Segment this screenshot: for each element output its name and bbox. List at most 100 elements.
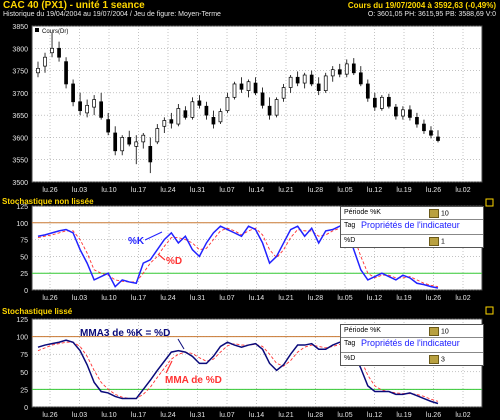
candle-body [197,100,202,106]
x-tick-label: lu.02 [455,295,470,302]
x-tick-label: lu.12 [367,187,382,194]
spin-icon[interactable] [429,237,439,246]
stoch-raw-panel: Stochastique non lissée 125 100 75 50 25 0 lu.… [0,196,500,302]
candle-body [309,74,314,85]
candle-body [85,104,89,114]
indicator-properties-1[interactable]: Période %K 10 Tag Propriétés de l'indica… [340,206,484,248]
y-tick-label: 3800 [12,46,28,53]
x-tick-label: lu.14 [249,295,264,302]
x-tick-label: lu.26 [42,412,57,419]
y-tick-label: 50 [20,370,28,377]
y-tick-label: 3600 [12,135,28,142]
candle-body [295,76,300,84]
prop-key-tag: Tag [344,340,356,347]
candle-body [337,69,342,75]
candle-body [436,136,440,141]
candle-body [190,101,195,118]
prop-row-period[interactable]: Période %K 10 [341,207,483,220]
x-tick-label: lu.19 [396,412,411,419]
x-tick-label: lu.26 [426,295,441,302]
spin-icon[interactable] [429,327,439,336]
candle-body [204,105,209,116]
k-line [37,339,439,405]
candle-body [148,145,153,163]
y-tick-label: 3850 [12,24,28,31]
prop-row-d[interactable]: %D 1 [341,235,483,247]
candle-body [99,101,104,118]
ohlc-readout: O: 3601,05 PH: 3615,95 PB: 3588,69 V:0 [367,11,496,18]
candle-body [78,101,82,112]
prop-row-period[interactable]: Période %K 10 [341,325,483,338]
indicator-properties-2[interactable]: Période %K 10 Tag Propriétés de l'indica… [340,324,484,366]
x-tick-label: lu.10 [101,412,116,419]
x-tick-label: lu.28 [308,295,323,302]
x-tick-label: lu.31 [190,412,205,419]
y-tick-label: 125 [16,317,28,324]
candle-body [323,75,328,91]
x-tick-label: lu.03 [72,295,87,302]
y-tick-label: 3650 [12,113,28,120]
candle-body [50,47,54,54]
k-label-pointer [144,231,163,241]
candle-body [218,111,223,123]
x-tick-label: lu.31 [190,295,205,302]
x-tick-label: lu.21 [278,187,293,194]
spin-icon[interactable] [429,355,439,364]
candle-body [401,109,405,117]
d-label-pointer [157,253,166,261]
candle-body [36,67,40,74]
x-tick-label: lu.14 [249,187,264,194]
candle-body [232,83,237,98]
x-tick-label: lu.19 [396,295,411,302]
prop-key-d: %D [344,355,356,362]
prop-key-period: Période %K [344,209,381,216]
x-tick-label: lu.24 [160,187,175,194]
x-tick-label: lu.31 [190,187,205,194]
candle-body [429,130,433,136]
legend-label: Cours(Dr) [42,29,68,35]
prop-val-period[interactable]: 10 [429,209,449,218]
x-tick-label: lu.26 [42,295,57,302]
x-tick-label: lu.21 [278,295,293,302]
prop-title: Propriétés de l'indicateur [361,220,460,230]
candle-body [141,134,146,143]
x-tick-label: lu.28 [308,187,323,194]
candle-body [372,97,377,108]
y-tick-label: 125 [16,204,28,211]
spin-icon[interactable] [429,209,439,218]
y-tick-label: 25 [20,387,28,394]
k-line [37,225,439,289]
candle-body [43,56,47,67]
x-tick-label: lu.07 [219,412,234,419]
prop-row-d[interactable]: %D 3 [341,353,483,365]
x-tick-label: lu.26 [42,187,57,194]
history-range: Historique du 19/04/2004 au 19/07/2004 /… [3,11,221,18]
stoch-raw-title: Stochastique non lissée [2,197,94,206]
candlestick-chart: 3850 3800 3750 3700 3650 3600 3550 3500 lu.26 lu.… [12,24,483,194]
panel-toggle-icon [485,198,494,207]
prop-val-period[interactable]: 10 [429,327,449,336]
candle-body [246,81,251,91]
x-tick-label: lu.03 [72,187,87,194]
d-label-pointer [165,360,173,374]
candle-body [267,105,272,116]
candle-body [225,96,230,112]
title-bar: CAC 40 (PX1) - unité 1 seance Cours du 1… [0,0,500,11]
candle-body [176,108,181,125]
candle-body [316,83,321,91]
candle-body [253,82,258,94]
prop-val-d[interactable]: 3 [429,355,445,364]
d-line [37,341,439,402]
x-tick-label: lu.19 [396,187,411,194]
candle-body [239,83,244,90]
candle-body [120,137,125,152]
prop-val-d[interactable]: 1 [429,237,445,246]
candle-body [106,119,111,133]
candle-body [71,83,75,103]
last-quote: Cours du 19/07/2004 à 3592,63 (-0,49%) [347,1,496,10]
x-tick-label: lu.14 [249,412,264,419]
y-tick-label: 0 [24,405,28,412]
x-tick-label: lu.02 [455,187,470,194]
candle-body [330,69,335,77]
y-tick-label: 3700 [12,91,28,98]
